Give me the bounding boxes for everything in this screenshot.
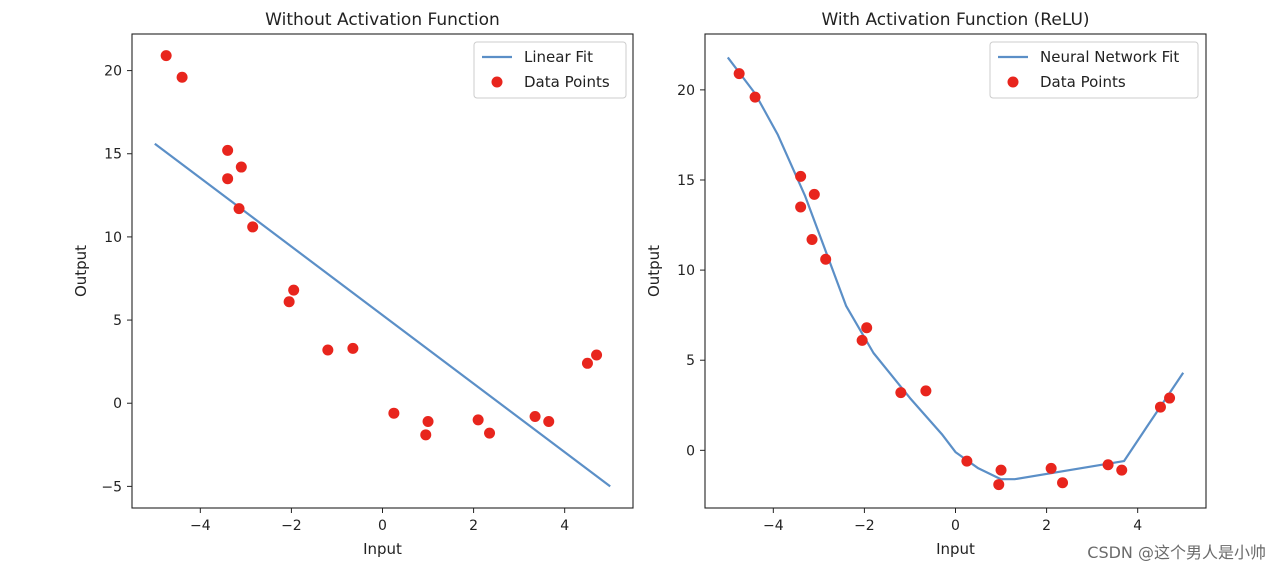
- data-point: [233, 203, 245, 215]
- x-tick-label: −2: [281, 518, 302, 534]
- data-point: [993, 479, 1005, 491]
- y-tick-label: 20: [104, 64, 122, 80]
- data-point: [420, 429, 432, 441]
- data-point: [529, 411, 541, 423]
- x-tick-label: −4: [763, 518, 784, 534]
- fit-line: [154, 142, 611, 488]
- data-point: [795, 170, 807, 182]
- data-point: [1057, 477, 1069, 489]
- y-tick-label: 0: [113, 396, 122, 412]
- data-point: [1154, 401, 1166, 413]
- data-point: [176, 71, 188, 83]
- data-point: [347, 342, 359, 354]
- y-tick-label: 10: [104, 230, 122, 246]
- y-tick-label: 20: [677, 83, 695, 99]
- data-point: [472, 414, 484, 426]
- legend-points-swatch: [1007, 76, 1019, 88]
- legend-points-label: Data Points: [1040, 73, 1126, 91]
- data-point: [1045, 462, 1057, 474]
- data-point: [856, 334, 868, 346]
- x-tick-label: 2: [469, 518, 478, 534]
- data-point: [283, 296, 295, 308]
- data-point: [484, 427, 496, 439]
- y-tick-label: 0: [686, 443, 695, 459]
- chart-title: Without Activation Function: [265, 10, 500, 30]
- data-point: [733, 68, 745, 80]
- data-point: [543, 416, 555, 428]
- data-point: [388, 407, 400, 419]
- chart-2: With Activation Function (ReLU) −4 −2 0 2 4 0 5…: [645, 10, 1207, 558]
- x-tick-label: 4: [560, 518, 569, 534]
- data-point: [995, 464, 1007, 476]
- data-point: [222, 144, 234, 156]
- data-point: [581, 357, 593, 369]
- y-axis-label: Output: [645, 245, 663, 297]
- y-tick-label: 10: [677, 263, 695, 279]
- x-tick-label: −2: [854, 518, 875, 534]
- data-point: [806, 233, 818, 245]
- data-point: [749, 91, 761, 103]
- y-axis-label: Output: [72, 245, 90, 297]
- data-point: [160, 50, 172, 62]
- data-point: [961, 455, 973, 467]
- data-point: [322, 344, 334, 356]
- data-point: [920, 385, 932, 397]
- y-tick-label: −5: [101, 479, 122, 495]
- data-point: [247, 221, 259, 233]
- legend-line-label: Linear Fit: [524, 48, 593, 66]
- legend: Neural Network Fit Data Points: [989, 41, 1199, 99]
- legend-line-label: Neural Network Fit: [1040, 48, 1179, 66]
- legend-box: [989, 41, 1199, 99]
- fit-line: [726, 56, 1185, 481]
- y-tick-label: 5: [686, 353, 695, 369]
- x-tick-label: −4: [190, 518, 211, 534]
- data-point: [591, 349, 603, 361]
- plot-frame: [704, 33, 1207, 509]
- x-tick-label: 0: [378, 518, 387, 534]
- data-point: [288, 284, 300, 296]
- x-axis-label: Input: [363, 540, 402, 558]
- data-point: [235, 161, 247, 173]
- data-point: [1164, 392, 1176, 404]
- legend: Linear Fit Data Points: [473, 41, 627, 99]
- watermark: CSDN @这个男人是小帅: [1087, 543, 1266, 562]
- y-tick-label: 15: [677, 173, 695, 189]
- x-tick-label: 2: [1042, 518, 1051, 534]
- data-point: [808, 188, 820, 200]
- y-tick-label: 5: [113, 313, 122, 329]
- data-point: [861, 322, 873, 334]
- legend-points-swatch: [491, 76, 503, 88]
- chart-1: Without Activation Function −4 −2 0 2 4 −5 0 5 10…: [72, 10, 634, 558]
- data-point: [795, 201, 807, 213]
- data-point: [422, 416, 434, 428]
- plot-frame: [131, 33, 634, 509]
- data-point: [1116, 464, 1128, 476]
- legend-points-label: Data Points: [524, 73, 610, 91]
- data-point: [1102, 459, 1114, 471]
- data-point: [895, 387, 907, 399]
- x-tick-label: 4: [1133, 518, 1142, 534]
- data-point: [222, 173, 234, 185]
- data-point: [820, 253, 832, 265]
- x-axis-label: Input: [936, 540, 975, 558]
- y-tick-label: 15: [104, 147, 122, 163]
- x-tick-label: 0: [951, 518, 960, 534]
- chart-title: With Activation Function (ReLU): [821, 10, 1089, 30]
